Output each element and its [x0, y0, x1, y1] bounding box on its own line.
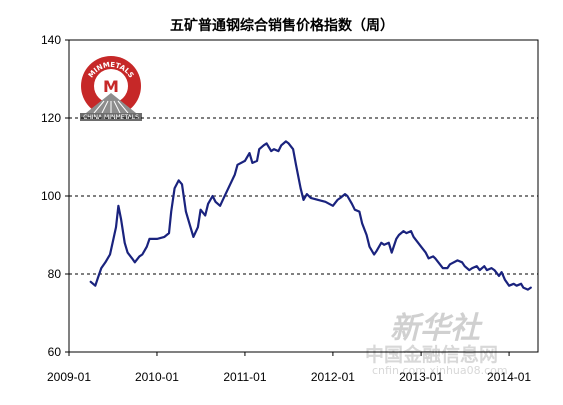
plot-frame [68, 39, 539, 353]
watermark-line2: 中国金融信息网 [365, 343, 498, 366]
watermark: 新华社 中国金融信息网 cnfin.com xinhua08.com [365, 311, 508, 377]
x-tick-label-2009-01: 2009-01 [47, 370, 91, 384]
watermark-line1: 新华社 [390, 311, 483, 346]
logo-center [94, 69, 128, 103]
y-tick-label-60: 60 [48, 345, 62, 359]
chart-title: 五矿普通钢综合销售价格指数（周） [170, 17, 394, 34]
logo-band [80, 113, 142, 121]
logo-emblem-letter: M [103, 77, 119, 96]
watermark-line3: cnfin.com xinhua08.com [372, 364, 508, 377]
x-tick-label-2014-01: 2014-01 [487, 370, 531, 384]
x-tick-label-2010-01: 2010-01 [135, 370, 179, 384]
minmetals-logo: MINMETALS M CHINA MINMETALS [80, 56, 142, 121]
x-tick-label-2013-01: 2013-01 [399, 370, 443, 384]
series-line-0 [89, 140, 532, 291]
y-tick-label-120: 120 [41, 111, 61, 125]
logo-columns [93, 100, 129, 114]
y-tick-label-80: 80 [48, 267, 62, 281]
x-tick-label-2012-01: 2012-01 [311, 370, 355, 384]
series-group [89, 140, 532, 291]
x-axis: 2009-01 2010-01 2011-01 2012-01 2013-01 2014-… [47, 352, 531, 384]
y-axis: 60 80 100 120 140 [41, 33, 69, 359]
y-tick-label-140: 140 [41, 33, 61, 47]
x-tick-label-2011-01: 2011-01 [223, 370, 266, 384]
y-tick-label-100: 100 [41, 189, 61, 203]
